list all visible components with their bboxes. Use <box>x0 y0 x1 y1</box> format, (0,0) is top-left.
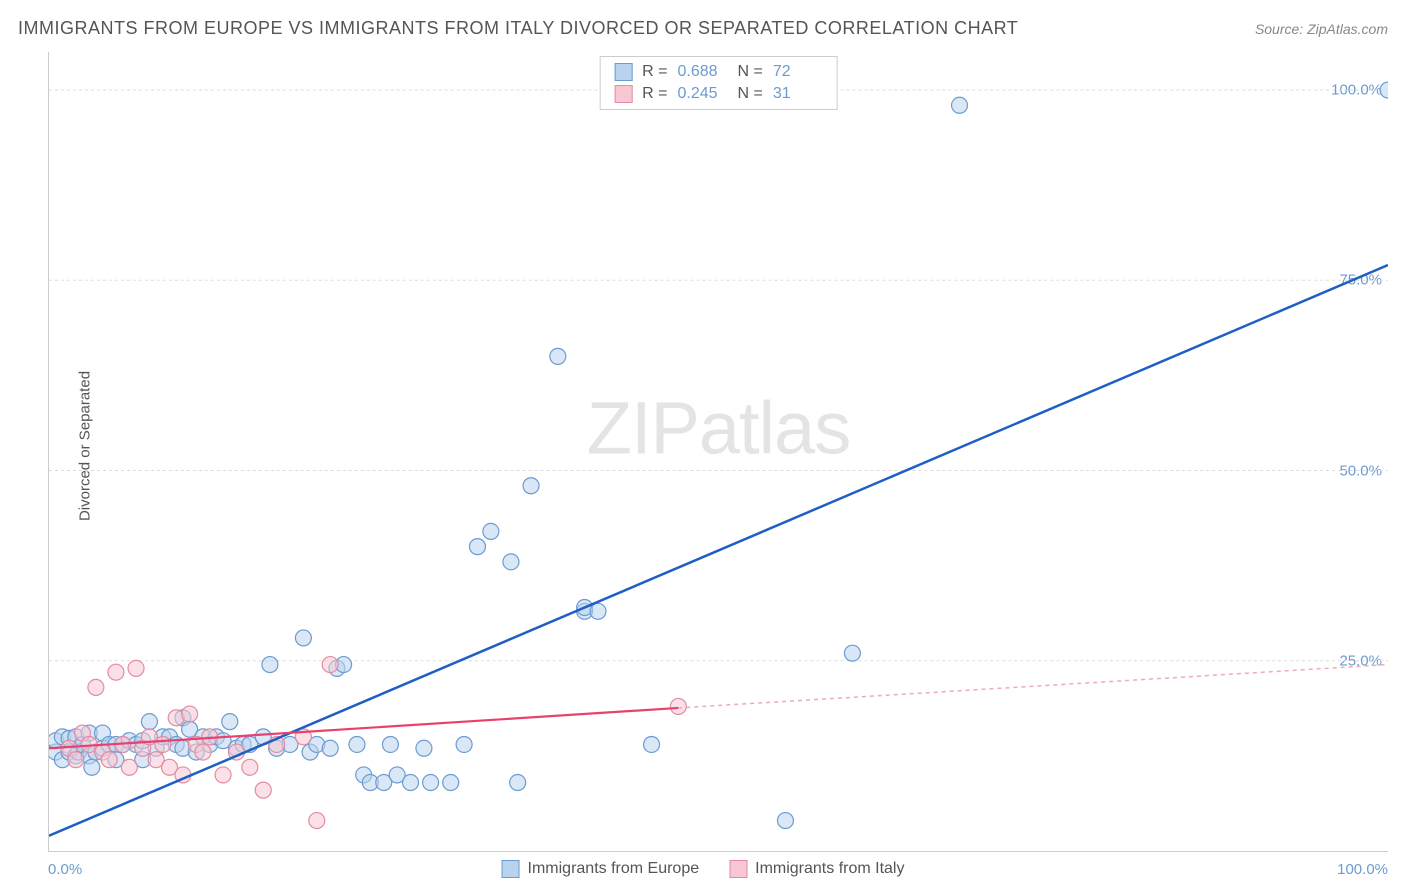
scatter-point <box>952 97 968 113</box>
legend-row-europe: R = 0.688 N = 72 <box>614 61 823 83</box>
legend-item-italy: Immigrants from Italy <box>729 860 904 878</box>
trend-line <box>678 665 1388 708</box>
scatter-point <box>295 630 311 646</box>
scatter-point <box>182 706 198 722</box>
scatter-point <box>523 478 539 494</box>
scatter-point <box>255 782 271 798</box>
scatter-point <box>121 759 137 775</box>
scatter-point <box>141 714 157 730</box>
scatter-point <box>309 813 325 829</box>
legend-swatch-italy <box>729 860 747 878</box>
scatter-point <box>262 657 278 673</box>
legend-swatch-europe <box>614 63 632 81</box>
legend-r-label: R = <box>642 63 667 81</box>
scatter-point <box>777 813 793 829</box>
legend-r-label: R = <box>642 85 667 103</box>
legend-row-italy: R = 0.245 N = 31 <box>614 83 823 105</box>
legend-r-value: 0.688 <box>678 63 728 81</box>
scatter-point <box>322 657 338 673</box>
scatter-point <box>108 664 124 680</box>
scatter-point <box>68 752 84 768</box>
legend-n-label: N = <box>738 63 763 81</box>
scatter-point <box>128 660 144 676</box>
scatter-point <box>503 554 519 570</box>
scatter-point <box>101 752 117 768</box>
scatter-point <box>382 736 398 752</box>
legend-label: Immigrants from Europe <box>528 860 700 878</box>
legend-swatch-italy <box>614 85 632 103</box>
legend-n-value: 31 <box>773 85 823 103</box>
scatter-point <box>670 698 686 714</box>
scatter-point <box>423 775 439 791</box>
scatter-point <box>242 759 258 775</box>
x-tick-max: 100.0% <box>1337 861 1388 878</box>
chart-source: Source: ZipAtlas.com <box>1255 21 1388 37</box>
scatter-point <box>215 767 231 783</box>
scatter-point <box>416 740 432 756</box>
scatter-point <box>349 736 365 752</box>
chart-title: IMMIGRANTS FROM EUROPE VS IMMIGRANTS FRO… <box>18 18 1018 39</box>
scatter-point <box>469 539 485 555</box>
scatter-point <box>403 775 419 791</box>
scatter-point <box>322 740 338 756</box>
scatter-point <box>644 736 660 752</box>
legend-swatch-europe <box>502 860 520 878</box>
legend-r-value: 0.245 <box>678 85 728 103</box>
legend-item-europe: Immigrants from Europe <box>502 860 700 878</box>
legend-n-value: 72 <box>773 63 823 81</box>
x-tick-min: 0.0% <box>48 861 82 878</box>
scatter-point <box>155 736 171 752</box>
legend-bottom: Immigrants from Europe Immigrants from I… <box>502 860 905 878</box>
scatter-point <box>550 348 566 364</box>
chart-area: ZIPatlas R = 0.688 N = 72 R = 0.245 N = … <box>48 52 1388 852</box>
scatter-point <box>443 775 459 791</box>
scatter-point <box>88 679 104 695</box>
scatter-point <box>510 775 526 791</box>
scatter-point <box>483 523 499 539</box>
scatter-point <box>590 603 606 619</box>
chart-header: IMMIGRANTS FROM EUROPE VS IMMIGRANTS FRO… <box>18 18 1388 39</box>
scatter-plot <box>49 52 1388 851</box>
scatter-point <box>195 744 211 760</box>
scatter-point <box>844 645 860 661</box>
legend-label: Immigrants from Italy <box>755 860 904 878</box>
scatter-point <box>1380 82 1388 98</box>
legend-n-label: N = <box>738 85 763 103</box>
trend-line <box>49 265 1388 836</box>
scatter-point <box>222 714 238 730</box>
scatter-point <box>456 736 472 752</box>
scatter-point <box>84 759 100 775</box>
legend-stats: R = 0.688 N = 72 R = 0.245 N = 31 <box>599 56 838 110</box>
